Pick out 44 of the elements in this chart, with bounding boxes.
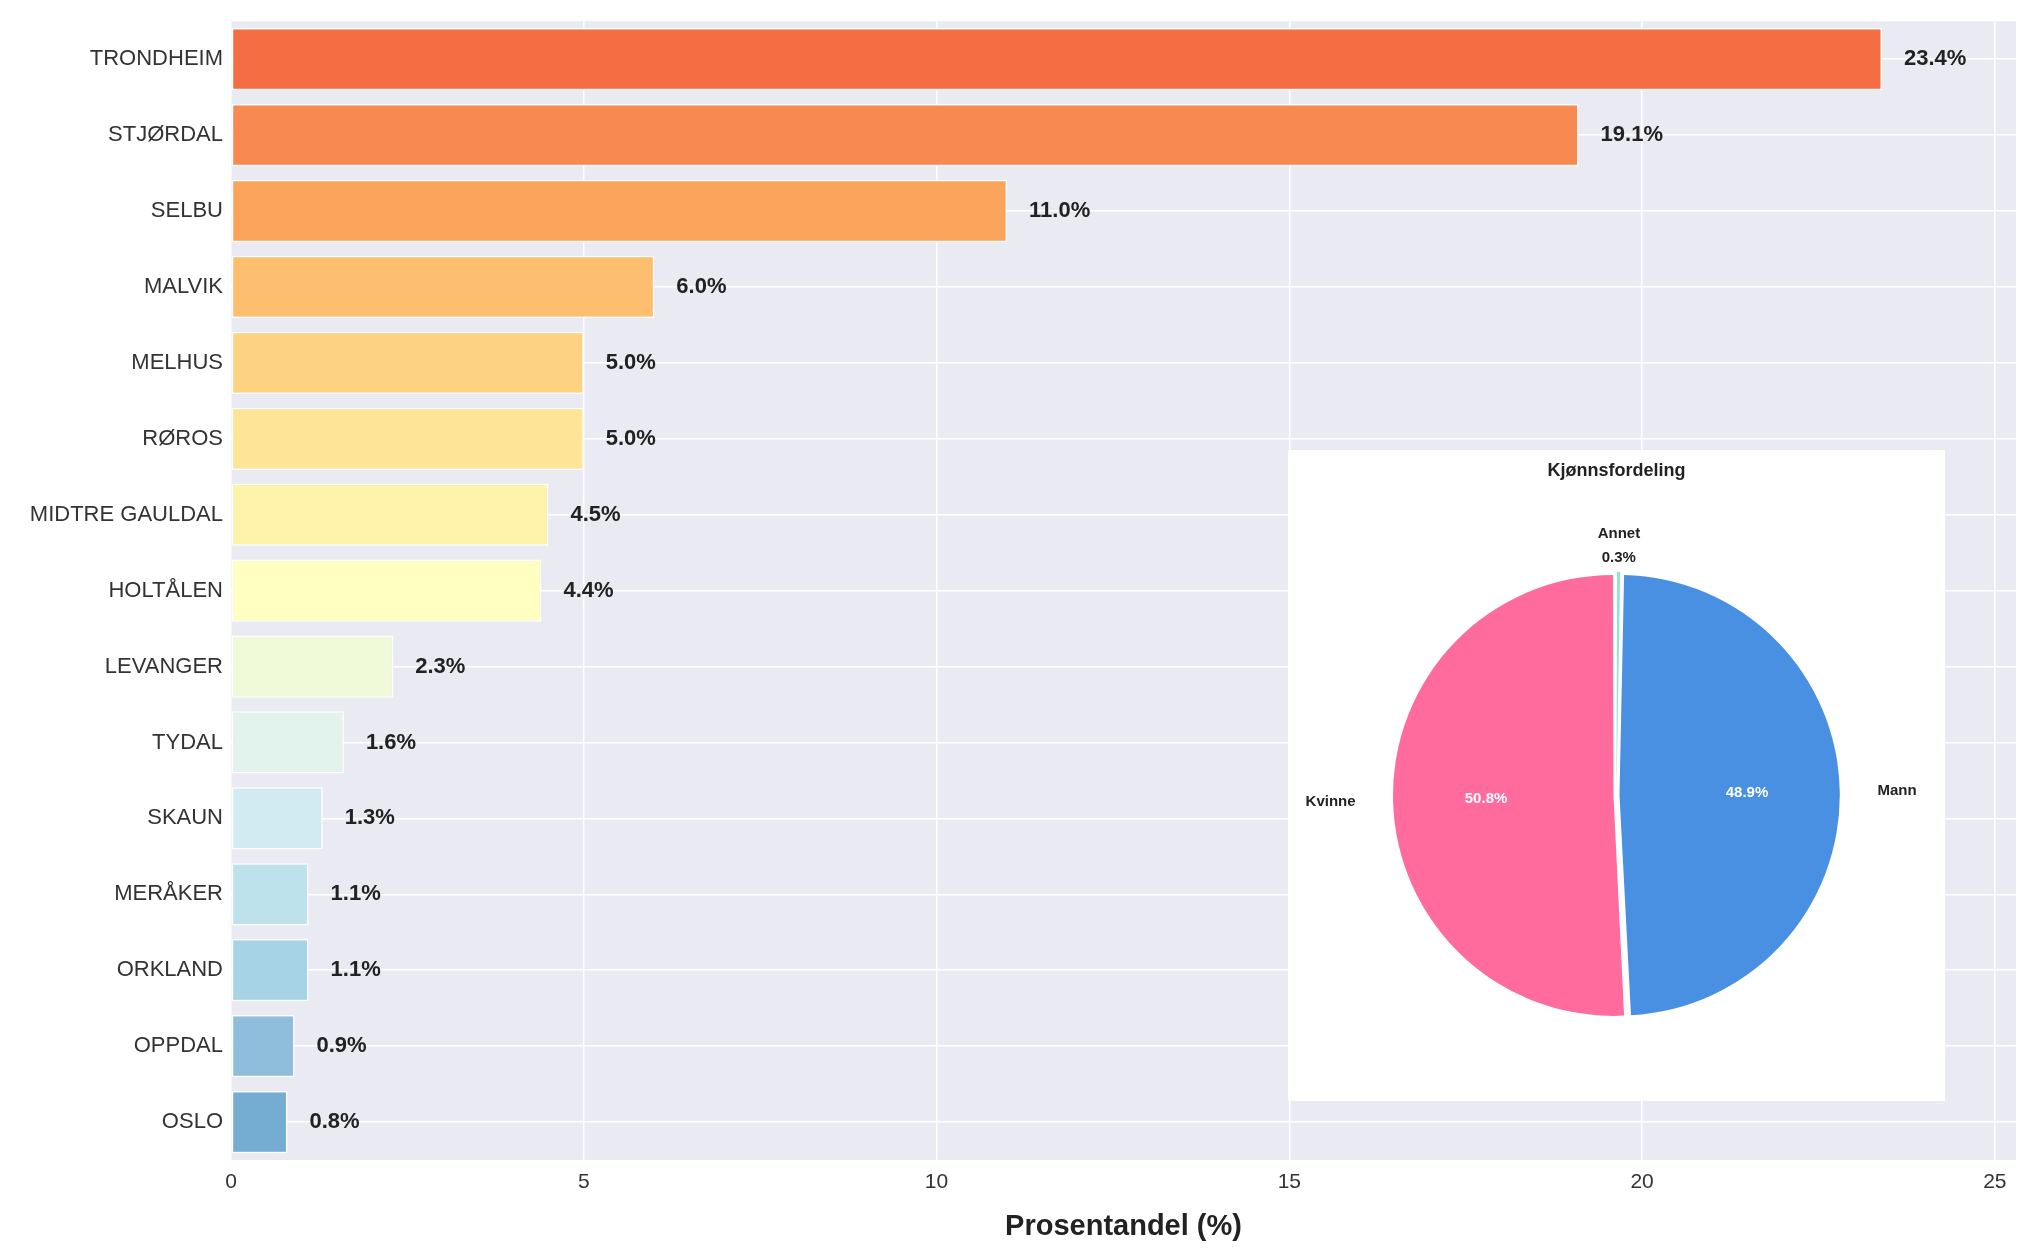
slice-label: Annet [1597,524,1641,542]
y-tick-label: RØROS [142,424,223,450]
data-label: 5.0% [605,424,656,450]
y-tick-label: MELHUS [131,348,223,374]
y-tick-label: MERÅKER [114,880,223,906]
x-tick-label: 5 [577,1169,590,1193]
y-tick-label: ORKLAND [116,956,223,982]
y-tick-label: LEVANGER [104,652,223,678]
data-label: 19.1% [1600,121,1663,147]
data-label: 5.0% [605,348,656,374]
y-tick-label: TYDAL [152,728,223,754]
data-label: 1.3% [344,804,395,830]
data-label: 1.6% [365,728,417,754]
data-label: 23.4% [1903,45,1967,71]
data-label: 2.3% [415,652,466,678]
y-tick-label: MIDTRE GAULDAL [29,500,223,526]
x-tick-label: 20 [1630,1169,1654,1193]
data-label: 11.0% [1029,197,1091,223]
y-tick-label: OPPDAL [133,1032,223,1058]
x-tick-label: 15 [1277,1169,1301,1193]
x-axis-title: Prosentandel (%) [1005,1208,1242,1241]
slice-label: Kvinne [1305,792,1356,809]
x-tick-label: 10 [924,1169,949,1193]
x-tick-label: 25 [1983,1169,2007,1193]
y-tick-label: HOLTÅLEN [108,576,223,602]
slice-label: Mann [1877,781,1917,799]
data-label: 4.4% [563,576,614,602]
data-label: 0.9% [316,1032,367,1058]
y-tick-label: SKAUN [147,804,223,830]
y-tick-label: MALVIK [143,272,224,298]
data-label: 0.3% [1601,548,1636,566]
data-label: 48.9% [1725,783,1769,801]
y-tick-label: OSLO [161,1108,223,1134]
data-label: 6.0% [676,272,727,298]
y-tick-label: TRONDHEIM [89,45,223,71]
y-tick-label: SELBU [150,197,223,223]
y-tick-label: STJØRDAL [108,121,223,147]
data-label: 1.1% [330,880,381,906]
chart-title: Kjønnsfordeling [1547,459,1686,480]
data-label: 0.8% [309,1108,360,1134]
data-label: 50.8% [1464,788,1508,806]
data-label: 4.5% [570,500,621,526]
x-tick-label: 0 [225,1169,237,1193]
data-label: 1.1% [330,956,381,982]
